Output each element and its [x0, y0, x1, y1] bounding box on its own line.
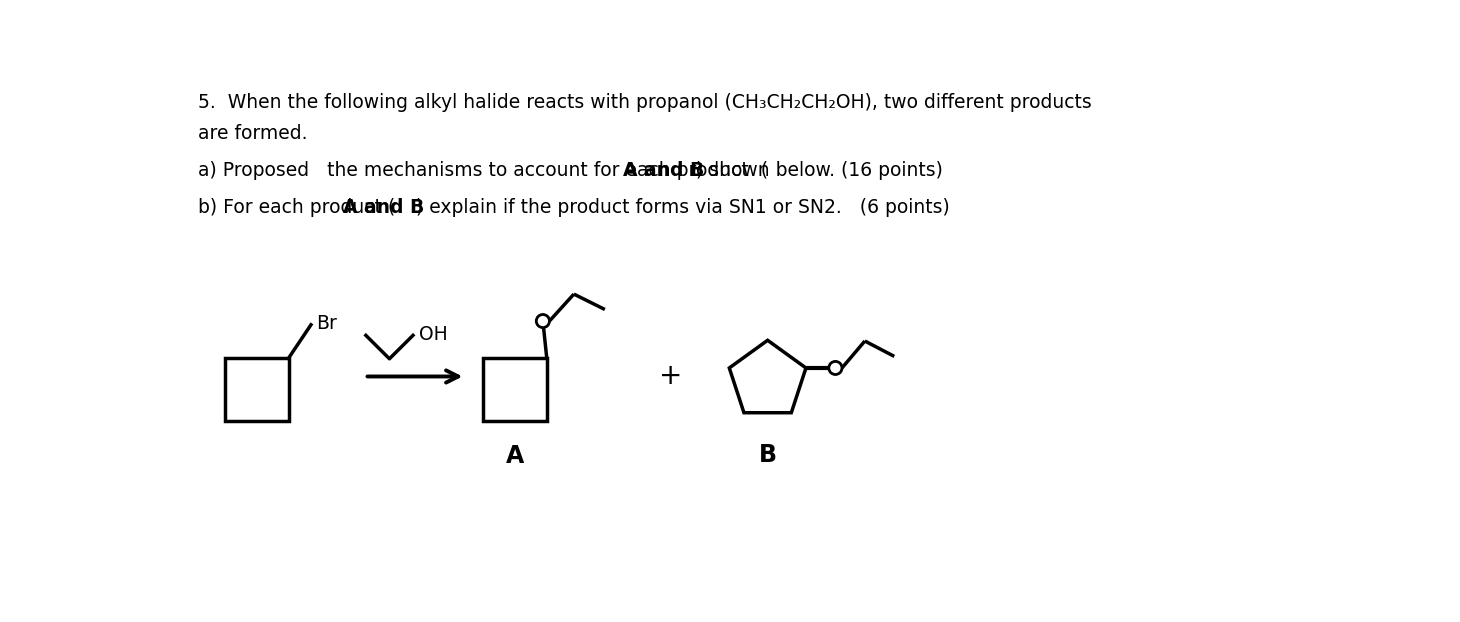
Text: A: A	[505, 444, 524, 468]
Text: Br: Br	[315, 314, 337, 333]
Text: are formed.: are formed.	[199, 124, 308, 143]
Circle shape	[536, 315, 549, 328]
Text: A and B: A and B	[623, 161, 704, 180]
Text: b) For each product (: b) For each product (	[199, 198, 396, 217]
Text: ) explain if the product forms via SN1 or SN2.   (6 points): ) explain if the product forms via SN1 o…	[416, 198, 949, 217]
Text: +: +	[658, 363, 682, 391]
Text: A and B: A and B	[343, 198, 425, 217]
Circle shape	[829, 361, 842, 374]
Text: OH: OH	[419, 325, 448, 343]
Text: ) shown below. (16 points): ) shown below. (16 points)	[695, 161, 942, 180]
Text: 5.  When the following alkyl halide reacts with propanol (CH₃CH₂CH₂OH), two diff: 5. When the following alkyl halide react…	[199, 93, 1092, 112]
Text: a) Proposed   the mechanisms to account for each product  (: a) Proposed the mechanisms to account fo…	[199, 161, 768, 180]
Text: B: B	[759, 443, 777, 468]
